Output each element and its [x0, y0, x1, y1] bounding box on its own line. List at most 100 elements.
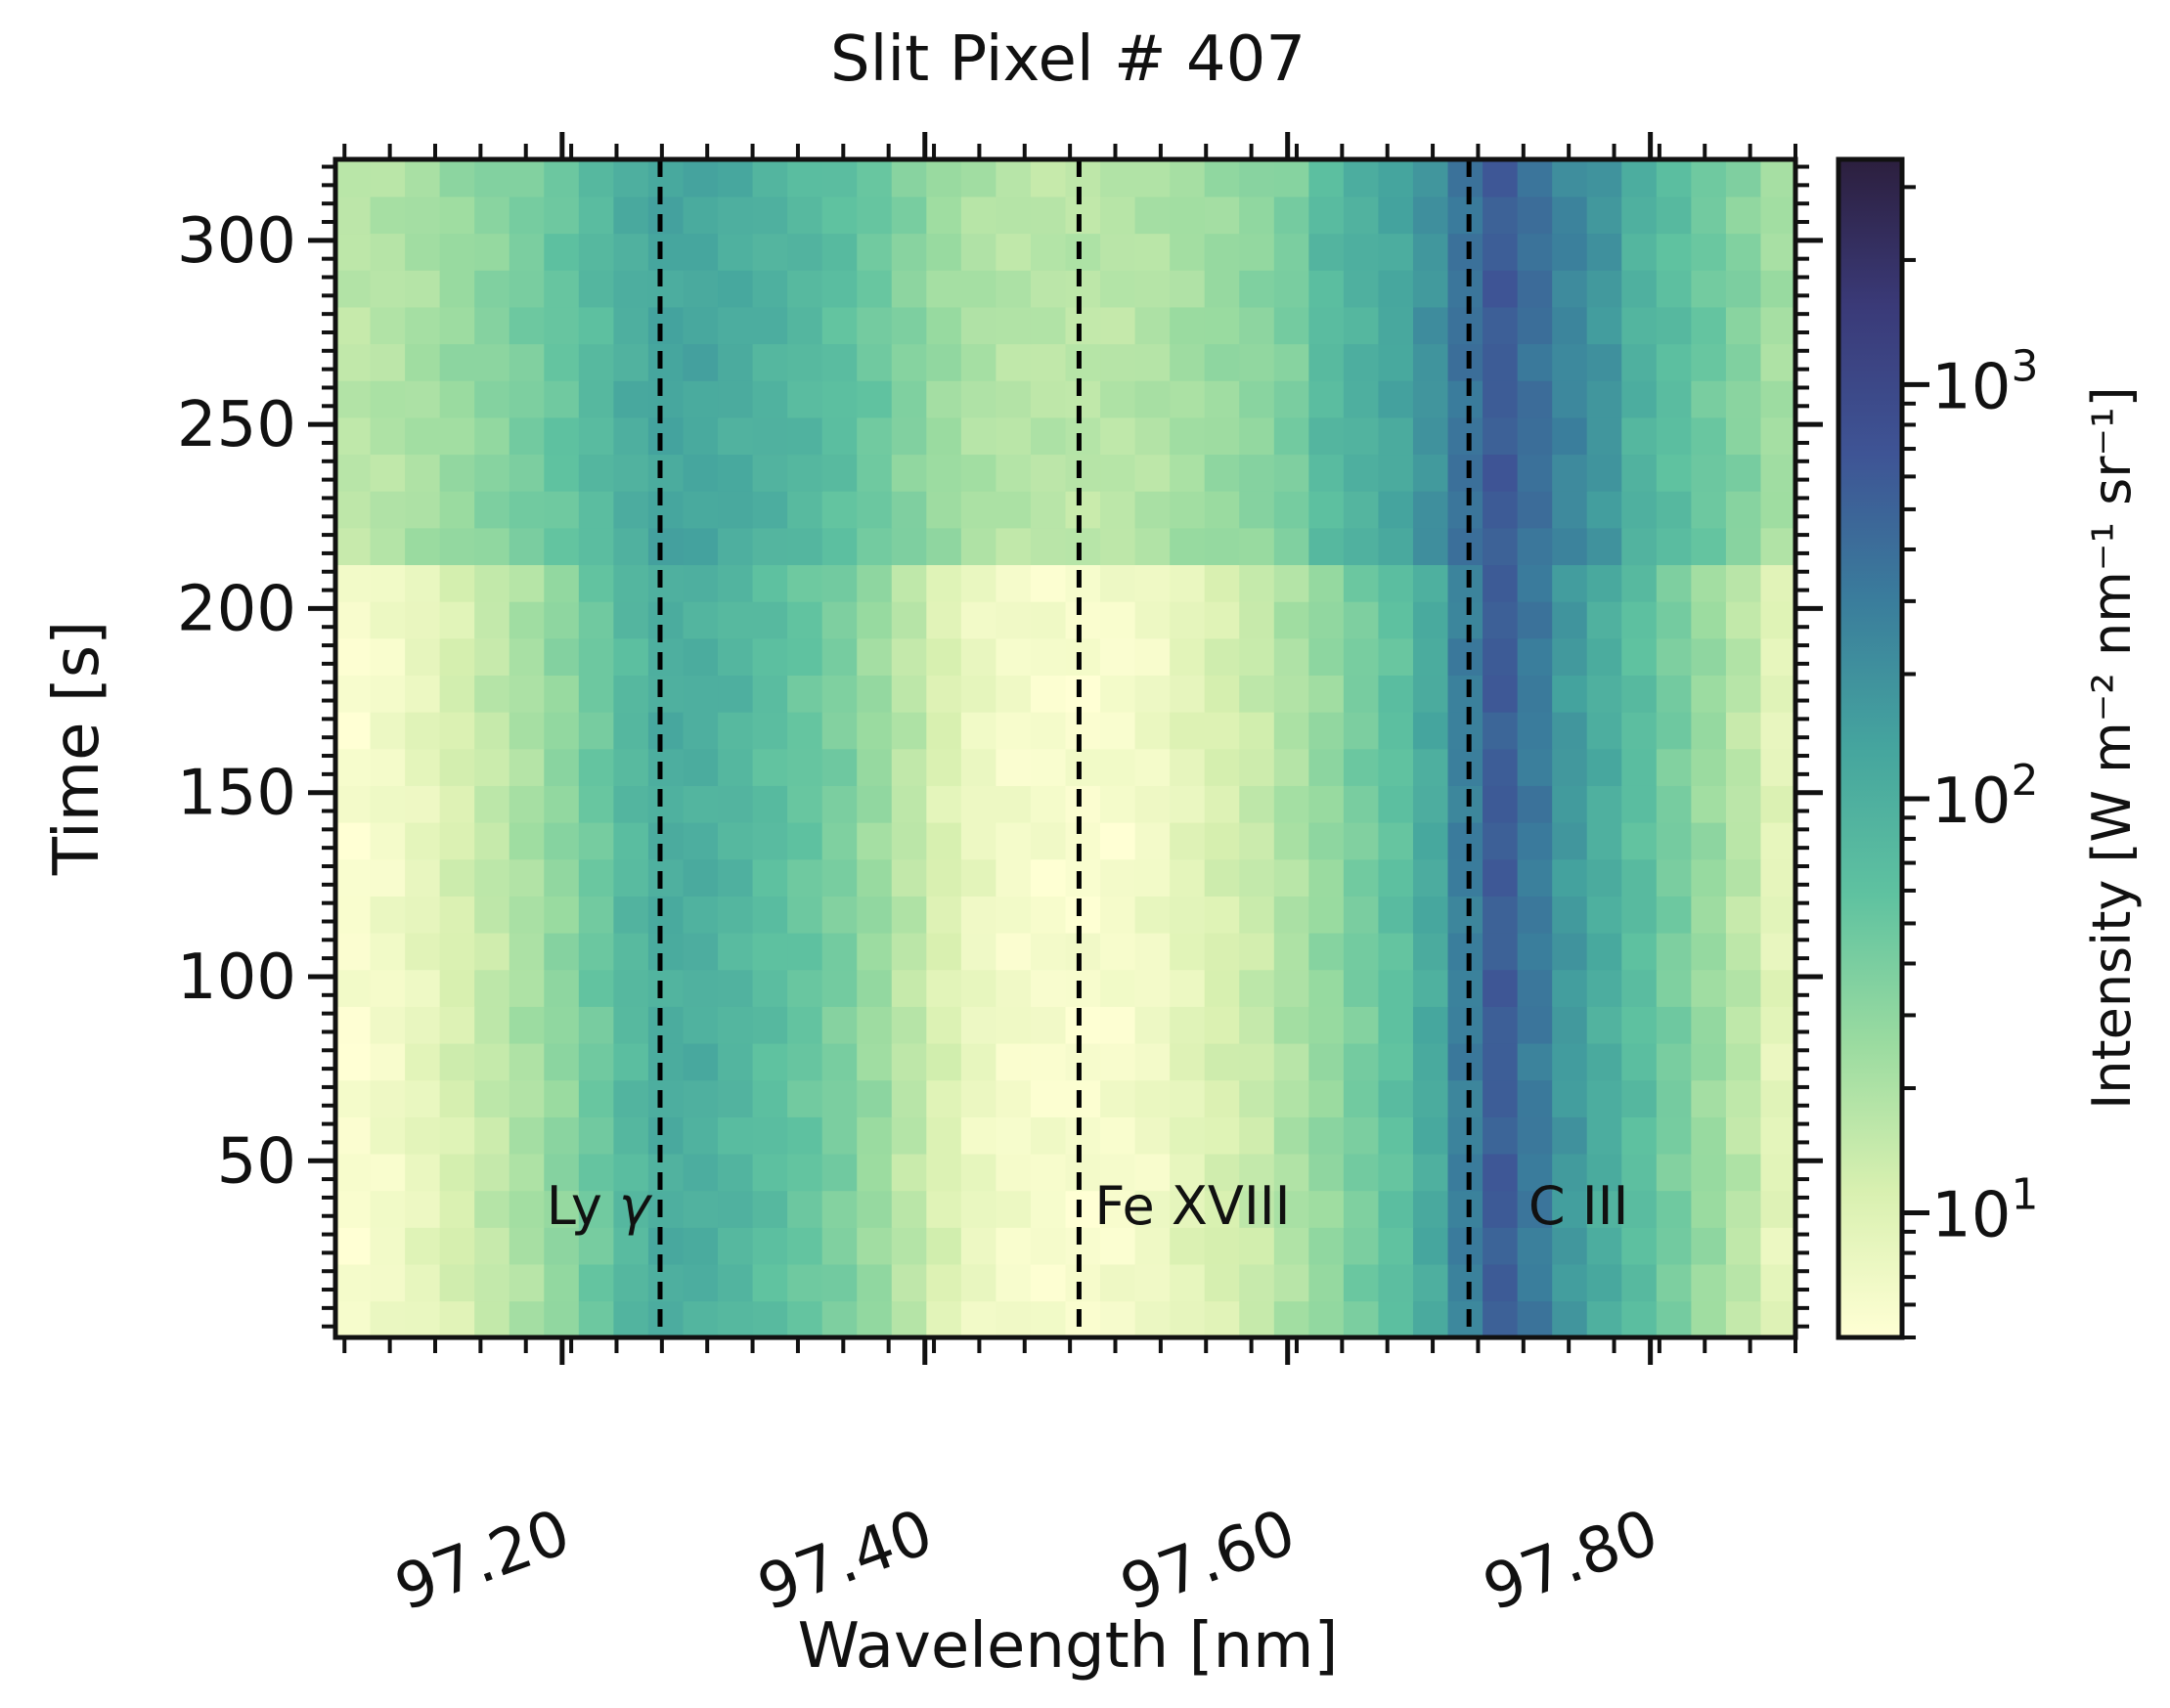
heatmap-cell — [578, 969, 615, 1007]
heatmap-cell — [1030, 1300, 1067, 1338]
heatmap-cell — [1586, 196, 1623, 235]
heatmap-cell — [1100, 1227, 1136, 1265]
heatmap-cell — [1691, 454, 1727, 492]
heatmap-cell — [1517, 527, 1553, 566]
heatmap-cell — [509, 748, 546, 786]
heatmap-cell — [857, 1190, 893, 1228]
heatmap-cell — [926, 1263, 962, 1302]
heatmap-cell — [857, 1117, 893, 1155]
heatmap-cell — [1760, 1263, 1796, 1302]
heatmap-cell — [370, 932, 406, 971]
heatmap-cell — [1656, 196, 1693, 235]
heatmap-cell — [996, 858, 1032, 897]
heatmap-cell — [1134, 600, 1171, 639]
heatmap-cell — [439, 527, 475, 566]
heatmap-cell — [1273, 711, 1310, 750]
heatmap-cell — [335, 159, 372, 197]
heatmap-cell — [718, 1006, 754, 1044]
heatmap-cell — [544, 416, 580, 456]
heatmap-cell — [335, 269, 372, 308]
heatmap-cell — [857, 564, 893, 602]
heatmap-cell — [1656, 969, 1693, 1007]
heatmap-cell — [1621, 416, 1658, 456]
heatmap-cell — [1725, 858, 1762, 897]
heatmap-cell — [1273, 306, 1310, 345]
heatmap-cell — [1447, 1006, 1484, 1044]
heatmap-cell — [1065, 159, 1101, 197]
heatmap-cell — [1239, 711, 1275, 750]
heatmap-cell — [509, 527, 546, 566]
heatmap-cell — [960, 343, 997, 381]
heatmap-cell — [1447, 1153, 1484, 1192]
heatmap-cell — [891, 1263, 928, 1302]
heatmap-cell — [613, 969, 649, 1007]
heatmap-cell — [405, 1079, 441, 1117]
heatmap-cell — [1621, 932, 1658, 971]
heatmap-cell — [1134, 969, 1171, 1007]
heatmap-cell — [1552, 748, 1588, 786]
heatmap-cell — [1552, 896, 1588, 934]
heatmap-cell — [752, 233, 788, 271]
heatmap-cell — [996, 1042, 1032, 1081]
heatmap-cell — [1760, 821, 1796, 860]
heatmap-cell — [335, 527, 372, 566]
heatmap-cell — [891, 1227, 928, 1265]
heatmap-cell — [1447, 416, 1484, 456]
heatmap-cell — [544, 379, 580, 418]
heatmap-cell — [1273, 416, 1310, 456]
line-label: Fe XVIII — [1094, 1175, 1290, 1237]
heatmap-cell — [718, 675, 754, 713]
heatmap-cell — [960, 159, 997, 197]
heatmap-cell — [544, 1227, 580, 1265]
heatmap-cell — [752, 969, 788, 1007]
heatmap-cell — [1517, 932, 1553, 971]
heatmap-cell — [926, 196, 962, 235]
heatmap-cell — [544, 306, 580, 345]
heatmap-cell — [1621, 600, 1658, 639]
heatmap-cell — [787, 379, 823, 418]
heatmap-cell — [1760, 748, 1796, 786]
heatmap-cell — [474, 821, 510, 860]
heatmap-cell — [405, 490, 441, 529]
heatmap-cell — [752, 527, 788, 566]
heatmap-cell — [544, 196, 580, 235]
heatmap-cell — [1100, 269, 1136, 308]
heatmap-cell — [1204, 564, 1241, 602]
heatmap-cell — [509, 675, 546, 713]
heatmap-cell — [509, 306, 546, 345]
heatmap-cell — [1100, 379, 1136, 418]
heatmap-cell — [1030, 1006, 1067, 1044]
heatmap-cell — [335, 1263, 372, 1302]
heatmap-cell — [613, 1006, 649, 1044]
heatmap-cell — [1760, 711, 1796, 750]
heatmap-cell — [1343, 748, 1380, 786]
heatmap-cell — [1483, 1300, 1519, 1338]
heatmap-cell — [370, 1117, 406, 1155]
heatmap-cell — [1170, 269, 1206, 308]
heatmap-cell — [1378, 785, 1414, 823]
heatmap-cell — [647, 1300, 685, 1338]
heatmap-cell — [1308, 711, 1345, 750]
heatmap-cell — [891, 1153, 928, 1192]
heatmap-cell — [787, 600, 823, 639]
heatmap-cell — [1065, 637, 1101, 676]
heatmap-cell — [787, 1227, 823, 1265]
heatmap-cell — [1204, 711, 1241, 750]
heatmap-cell — [752, 196, 788, 235]
heatmap-cell — [1239, 1190, 1275, 1228]
heatmap-cell — [1656, 1300, 1693, 1338]
heatmap-cell — [718, 600, 754, 639]
heatmap-cell — [1170, 969, 1206, 1007]
heatmap-cell — [1170, 306, 1206, 345]
heatmap-cell — [1134, 196, 1171, 235]
heatmap-cell — [857, 1300, 893, 1338]
heatmap-cell — [996, 564, 1032, 602]
heatmap-cell — [960, 1153, 997, 1192]
heatmap-cell — [544, 1006, 580, 1044]
heatmap-cell — [1760, 1042, 1796, 1081]
heatmap-cell — [683, 196, 719, 235]
heatmap-cell — [960, 932, 997, 971]
heatmap-cell — [1170, 196, 1206, 235]
heatmap-cell — [926, 1079, 962, 1117]
heatmap-cell — [1308, 454, 1345, 492]
